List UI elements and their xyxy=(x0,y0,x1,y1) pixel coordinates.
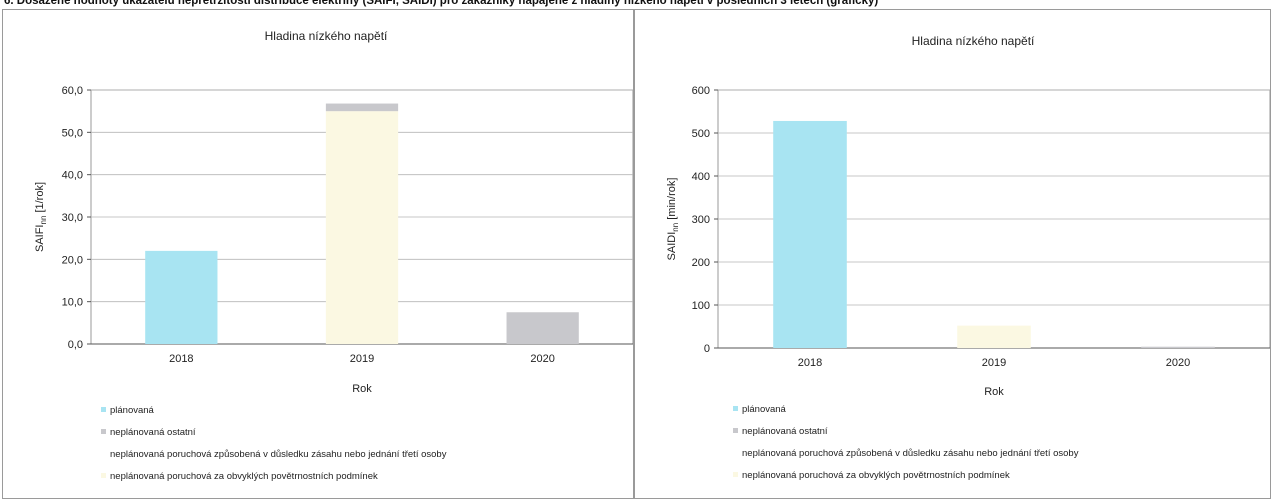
bar-segment xyxy=(1141,346,1215,348)
x-category-label: 2018 xyxy=(169,353,193,365)
bar-segment xyxy=(145,250,218,344)
bar-segment xyxy=(506,312,579,344)
y-tick-label: 20,0 xyxy=(62,254,83,266)
bar-segment xyxy=(325,103,399,112)
y-tick-label: 60,0 xyxy=(62,85,83,97)
y-tick-label: 200 xyxy=(692,257,710,269)
bar-segment xyxy=(325,111,399,345)
y-tick-label: 40,0 xyxy=(62,170,83,182)
legend-swatch xyxy=(101,407,106,412)
y-tick-label: 10,0 xyxy=(62,297,83,309)
legend-entry: neplánovaná poruchová způsobená v důsled… xyxy=(110,449,447,460)
y-tick-label: 0 xyxy=(704,343,710,355)
y-axis-label: SAIDInn [min/rok] xyxy=(666,178,680,261)
saidi-chart: Hladina nízkého napětí 0 100 200 300 400 500 60… xyxy=(666,34,1271,481)
y-tick-label: 500 xyxy=(692,128,710,140)
legend-swatch xyxy=(733,428,738,433)
y-tick-label: 400 xyxy=(692,171,710,183)
legend-swatch xyxy=(733,406,738,411)
saifi-chart: Hladina nízkého napětí 0,0 10,0 20,0 30,0 40,… xyxy=(34,29,634,482)
x-axis-label: Rok xyxy=(984,386,1004,398)
saidi-chart-panel: Hladina nízkého napětí 0 100 200 300 400 500 60… xyxy=(634,9,1271,499)
legend-swatch xyxy=(100,450,107,457)
y-tick-label: 30,0 xyxy=(62,212,83,224)
bar-segment xyxy=(957,325,1031,348)
x-category-label: 2019 xyxy=(982,357,1006,369)
y-tick-label: 300 xyxy=(692,214,710,226)
saifi-chart-panel: Hladina nízkého napětí 0,0 10,0 20,0 30,0 40,… xyxy=(2,9,634,499)
legend-entry: neplánovaná poruchová za obvyklých povět… xyxy=(742,470,1010,481)
x-axis-label: Rok xyxy=(352,383,372,395)
legend-swatch xyxy=(732,449,739,456)
x-category-label: 2020 xyxy=(530,353,554,365)
y-tick-label: 100 xyxy=(692,300,710,312)
legend-entry: neplánovaná ostatní xyxy=(110,427,196,438)
legend-entry: plánovaná xyxy=(742,404,787,415)
x-category-label: 2019 xyxy=(350,353,374,365)
legend-swatch xyxy=(101,473,106,478)
legend-swatch xyxy=(733,472,738,477)
legend-entry: neplánovaná poruchová za obvyklých povět… xyxy=(110,471,378,482)
y-axis-label: SAIFInn [1/rok] xyxy=(34,182,48,252)
y-tick-label: 0,0 xyxy=(68,339,83,351)
x-category-label: 2020 xyxy=(1166,357,1190,369)
x-category-label: 2018 xyxy=(798,357,822,369)
y-tick-label: 50,0 xyxy=(62,127,83,139)
legend-entry: neplánovaná poruchová způsobená v důsled… xyxy=(742,448,1079,459)
legend-entry: neplánovaná ostatní xyxy=(742,426,828,437)
page-heading: 6. Dosažené hodnoty ukazatelů nepřetržit… xyxy=(4,0,879,7)
y-tick-label: 600 xyxy=(692,85,710,97)
chart-title: Hladina nízkého napětí xyxy=(912,34,1035,48)
chart-title: Hladina nízkého napětí xyxy=(265,29,388,43)
legend-entry: plánovaná xyxy=(110,405,155,416)
legend-swatch xyxy=(101,429,106,434)
bar-segment xyxy=(773,120,847,349)
